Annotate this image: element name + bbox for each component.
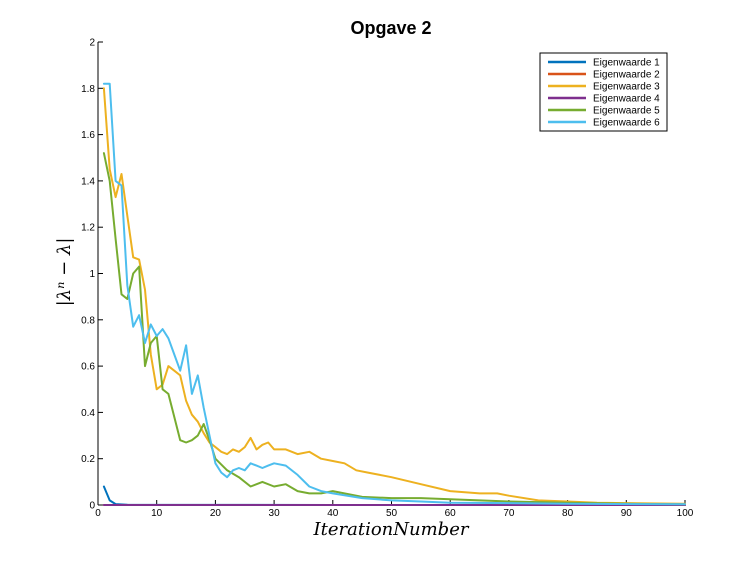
x-axis-ticks: 0 10 20 30 40 50 60 70 80 90 100	[95, 500, 694, 519]
y-tick-label: 0.4	[81, 408, 95, 419]
y-tick-label: 1.4	[81, 176, 95, 187]
y-tick-label: 0	[89, 501, 95, 512]
y-tick-label: 0.8	[81, 315, 95, 326]
x-tick-label: 80	[562, 508, 574, 519]
x-tick-label: 100	[677, 508, 694, 519]
x-tick-label: 60	[445, 508, 457, 519]
x-tick-label: 90	[621, 508, 633, 519]
x-tick-label: 0	[95, 508, 101, 519]
y-tick-label: 1.8	[81, 84, 95, 95]
y-tick-label: 1.2	[81, 223, 95, 234]
legend-box	[539, 52, 668, 132]
x-tick-label: 20	[210, 508, 222, 519]
chart-title: Opgave 2	[350, 18, 431, 38]
y-tick-label: 2	[89, 38, 95, 49]
x-tick-label: 40	[327, 508, 339, 519]
y-tick-label: 1	[89, 269, 95, 280]
y-axis-ticks: 0 0.2 0.4 0.6 0.8 1 1.2 1.4 1.6 1.8 2	[81, 38, 103, 512]
legend-label: Eigenwaarde 3	[593, 82, 660, 93]
legend-label: Eigenwaarde 2	[593, 70, 660, 81]
x-axis-label: IterationNumber	[313, 519, 470, 540]
legend-label: Eigenwaarde 1	[593, 58, 660, 69]
x-tick-label: 10	[151, 508, 163, 519]
series-line-eigenwaarde-5	[102, 152, 686, 506]
legend-label: Eigenwaarde 6	[593, 118, 660, 129]
x-tick-label: 50	[386, 508, 398, 519]
y-tick-label: 0.6	[81, 362, 95, 373]
x-tick-label: 30	[269, 508, 281, 519]
series-line-eigenwaarde-6	[102, 82, 686, 506]
y-tick-label: 0.2	[81, 454, 95, 465]
series-line-eigenwaarde-3	[102, 87, 686, 505]
y-axis-label: |λⁿ − λ|	[54, 238, 75, 307]
y-tick-label: 1.6	[81, 130, 95, 141]
x-tick-label: 70	[503, 508, 515, 519]
legend-label: Eigenwaarde 5	[593, 106, 660, 117]
series-group	[102, 82, 686, 506]
legend-label: Eigenwaarde 4	[593, 94, 660, 105]
